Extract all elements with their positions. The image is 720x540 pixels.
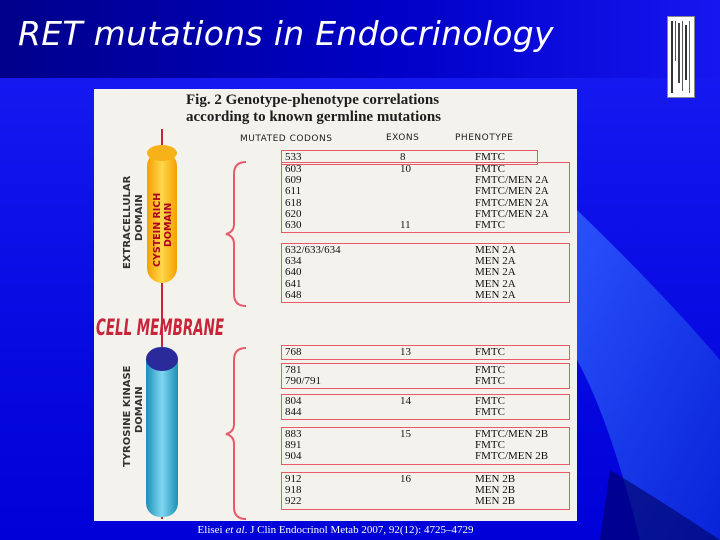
header-exons: EXONS bbox=[386, 133, 420, 143]
cell-phenotype: FMTC/MEN 2B bbox=[475, 450, 549, 463]
cell-phenotype: FMTC bbox=[475, 439, 505, 452]
genotype-phenotype-figure: Fig. 2 Genotype-phenotype correlations a… bbox=[94, 89, 577, 536]
mutation-group-box bbox=[281, 394, 570, 421]
tyrosine-kinase-cylinder bbox=[146, 347, 178, 517]
cell-codon: 904 bbox=[285, 450, 302, 463]
slide-title: RET mutations in Endocrinology bbox=[18, 14, 554, 53]
cell-exon: 13 bbox=[400, 346, 411, 358]
cell-phenotype: MEN 2A bbox=[475, 277, 516, 290]
cell-phenotype: MEN 2B bbox=[475, 473, 516, 485]
citation-rest: . J Clin Endocrinol Metab 2007, 92(12): … bbox=[244, 524, 474, 536]
cell-codon: 883 bbox=[285, 428, 302, 440]
extracellular-label: EXTRACELLULAR DOMAIN bbox=[122, 172, 145, 269]
cell-codon: 922 bbox=[285, 495, 302, 508]
cell-phenotype: FMTC/MEN 2A bbox=[475, 207, 549, 220]
cell-phenotype: MEN 2A bbox=[475, 266, 516, 279]
title-band bbox=[0, 0, 720, 78]
cell-phenotype: FMTC/MEN 2A bbox=[475, 196, 549, 209]
figure-title: Fig. 2 Genotype-phenotype correlations a… bbox=[186, 92, 441, 126]
cell-codon: 912 bbox=[285, 473, 302, 485]
figure-title-line1: Fig. 2 Genotype-phenotype correlations bbox=[186, 92, 440, 108]
cell-phenotype: MEN 2B bbox=[475, 484, 516, 497]
cell-phenotype: FMTC bbox=[475, 375, 505, 388]
cell-phenotype: FMTC bbox=[475, 364, 505, 376]
citation-authors: Elisei bbox=[197, 524, 226, 536]
cell-phenotype: FMTC/MEN 2A bbox=[475, 174, 549, 187]
mutation-group-box bbox=[281, 427, 570, 465]
mutation-group-box bbox=[281, 345, 570, 361]
cell-codon: 790/791 bbox=[285, 375, 322, 388]
cell-phenotype: FMTC bbox=[475, 346, 505, 358]
cell-codon: 918 bbox=[285, 484, 302, 497]
cell-phenotype: FMTC bbox=[475, 163, 505, 175]
cell-codon: 648 bbox=[285, 288, 302, 301]
cell-codon: 768 bbox=[285, 346, 302, 358]
cell-codon: 804 bbox=[285, 395, 302, 407]
cell-codon: 620 bbox=[285, 207, 302, 220]
cell-codon: 603 bbox=[285, 163, 302, 175]
cell-exon: 11 bbox=[400, 219, 411, 231]
cell-codon: 533 bbox=[285, 151, 302, 163]
cell-codon: 632/633/634 bbox=[285, 244, 341, 256]
header-codons: MUTATED CODONS bbox=[240, 134, 333, 144]
citation: Elisei et al. J Clin Endocrinol Metab 20… bbox=[94, 521, 577, 539]
cell-phenotype: FMTC bbox=[475, 151, 505, 163]
cell-membrane-label: CELL MEMBRANE bbox=[96, 316, 224, 341]
cell-codon: 609 bbox=[285, 174, 302, 187]
mutation-group-box bbox=[281, 243, 570, 303]
citation-etal: et al bbox=[225, 524, 245, 536]
cell-codon: 891 bbox=[285, 439, 302, 452]
cell-phenotype: MEN 2B bbox=[475, 495, 516, 508]
header-phenotype: PHENOTYPE bbox=[455, 133, 514, 143]
cell-exon: 15 bbox=[400, 428, 411, 440]
figure-title-line2: according to known germline mutations bbox=[186, 109, 441, 125]
logo bbox=[667, 16, 695, 98]
cell-exon: 10 bbox=[400, 163, 411, 175]
cell-phenotype: MEN 2A bbox=[475, 288, 516, 301]
mutation-group-box bbox=[281, 150, 538, 166]
cysteine-rich-label: CYSTEIN RICH DOMAIN bbox=[152, 189, 174, 267]
cell-phenotype: FMTC bbox=[475, 406, 505, 419]
cell-codon: 844 bbox=[285, 406, 302, 419]
cell-codon: 618 bbox=[285, 196, 302, 209]
cell-phenotype: FMTC bbox=[475, 219, 505, 231]
cell-phenotype: FMTC/MEN 2B bbox=[475, 428, 549, 440]
brace-lower bbox=[225, 347, 247, 520]
mutation-group-box bbox=[281, 363, 570, 390]
cell-phenotype: FMTC/MEN 2A bbox=[475, 185, 549, 198]
mutation-group-box bbox=[281, 162, 570, 234]
cell-codon: 640 bbox=[285, 266, 302, 279]
cell-codon: 781 bbox=[285, 364, 302, 376]
cell-phenotype: MEN 2A bbox=[475, 255, 516, 268]
cell-codon: 641 bbox=[285, 277, 302, 290]
cell-codon: 611 bbox=[285, 185, 302, 198]
tyrosine-kinase-label: TYROSINE KINASE DOMAIN bbox=[122, 362, 145, 467]
cell-codon: 630 bbox=[285, 219, 302, 231]
cell-exon: 8 bbox=[400, 151, 406, 163]
cell-codon: 634 bbox=[285, 255, 302, 268]
cell-exon: 16 bbox=[400, 473, 411, 485]
cell-exon: 14 bbox=[400, 395, 411, 407]
cell-phenotype: MEN 2A bbox=[475, 244, 516, 256]
cell-phenotype: FMTC bbox=[475, 395, 505, 407]
mutation-group-box bbox=[281, 472, 570, 510]
ret-receptor-diagram: EXTRACELLULAR DOMAIN CYSTEIN RICH DOMAIN… bbox=[96, 129, 247, 520]
brace-upper bbox=[225, 161, 247, 307]
cysteine-rich-cylinder bbox=[147, 145, 177, 283]
